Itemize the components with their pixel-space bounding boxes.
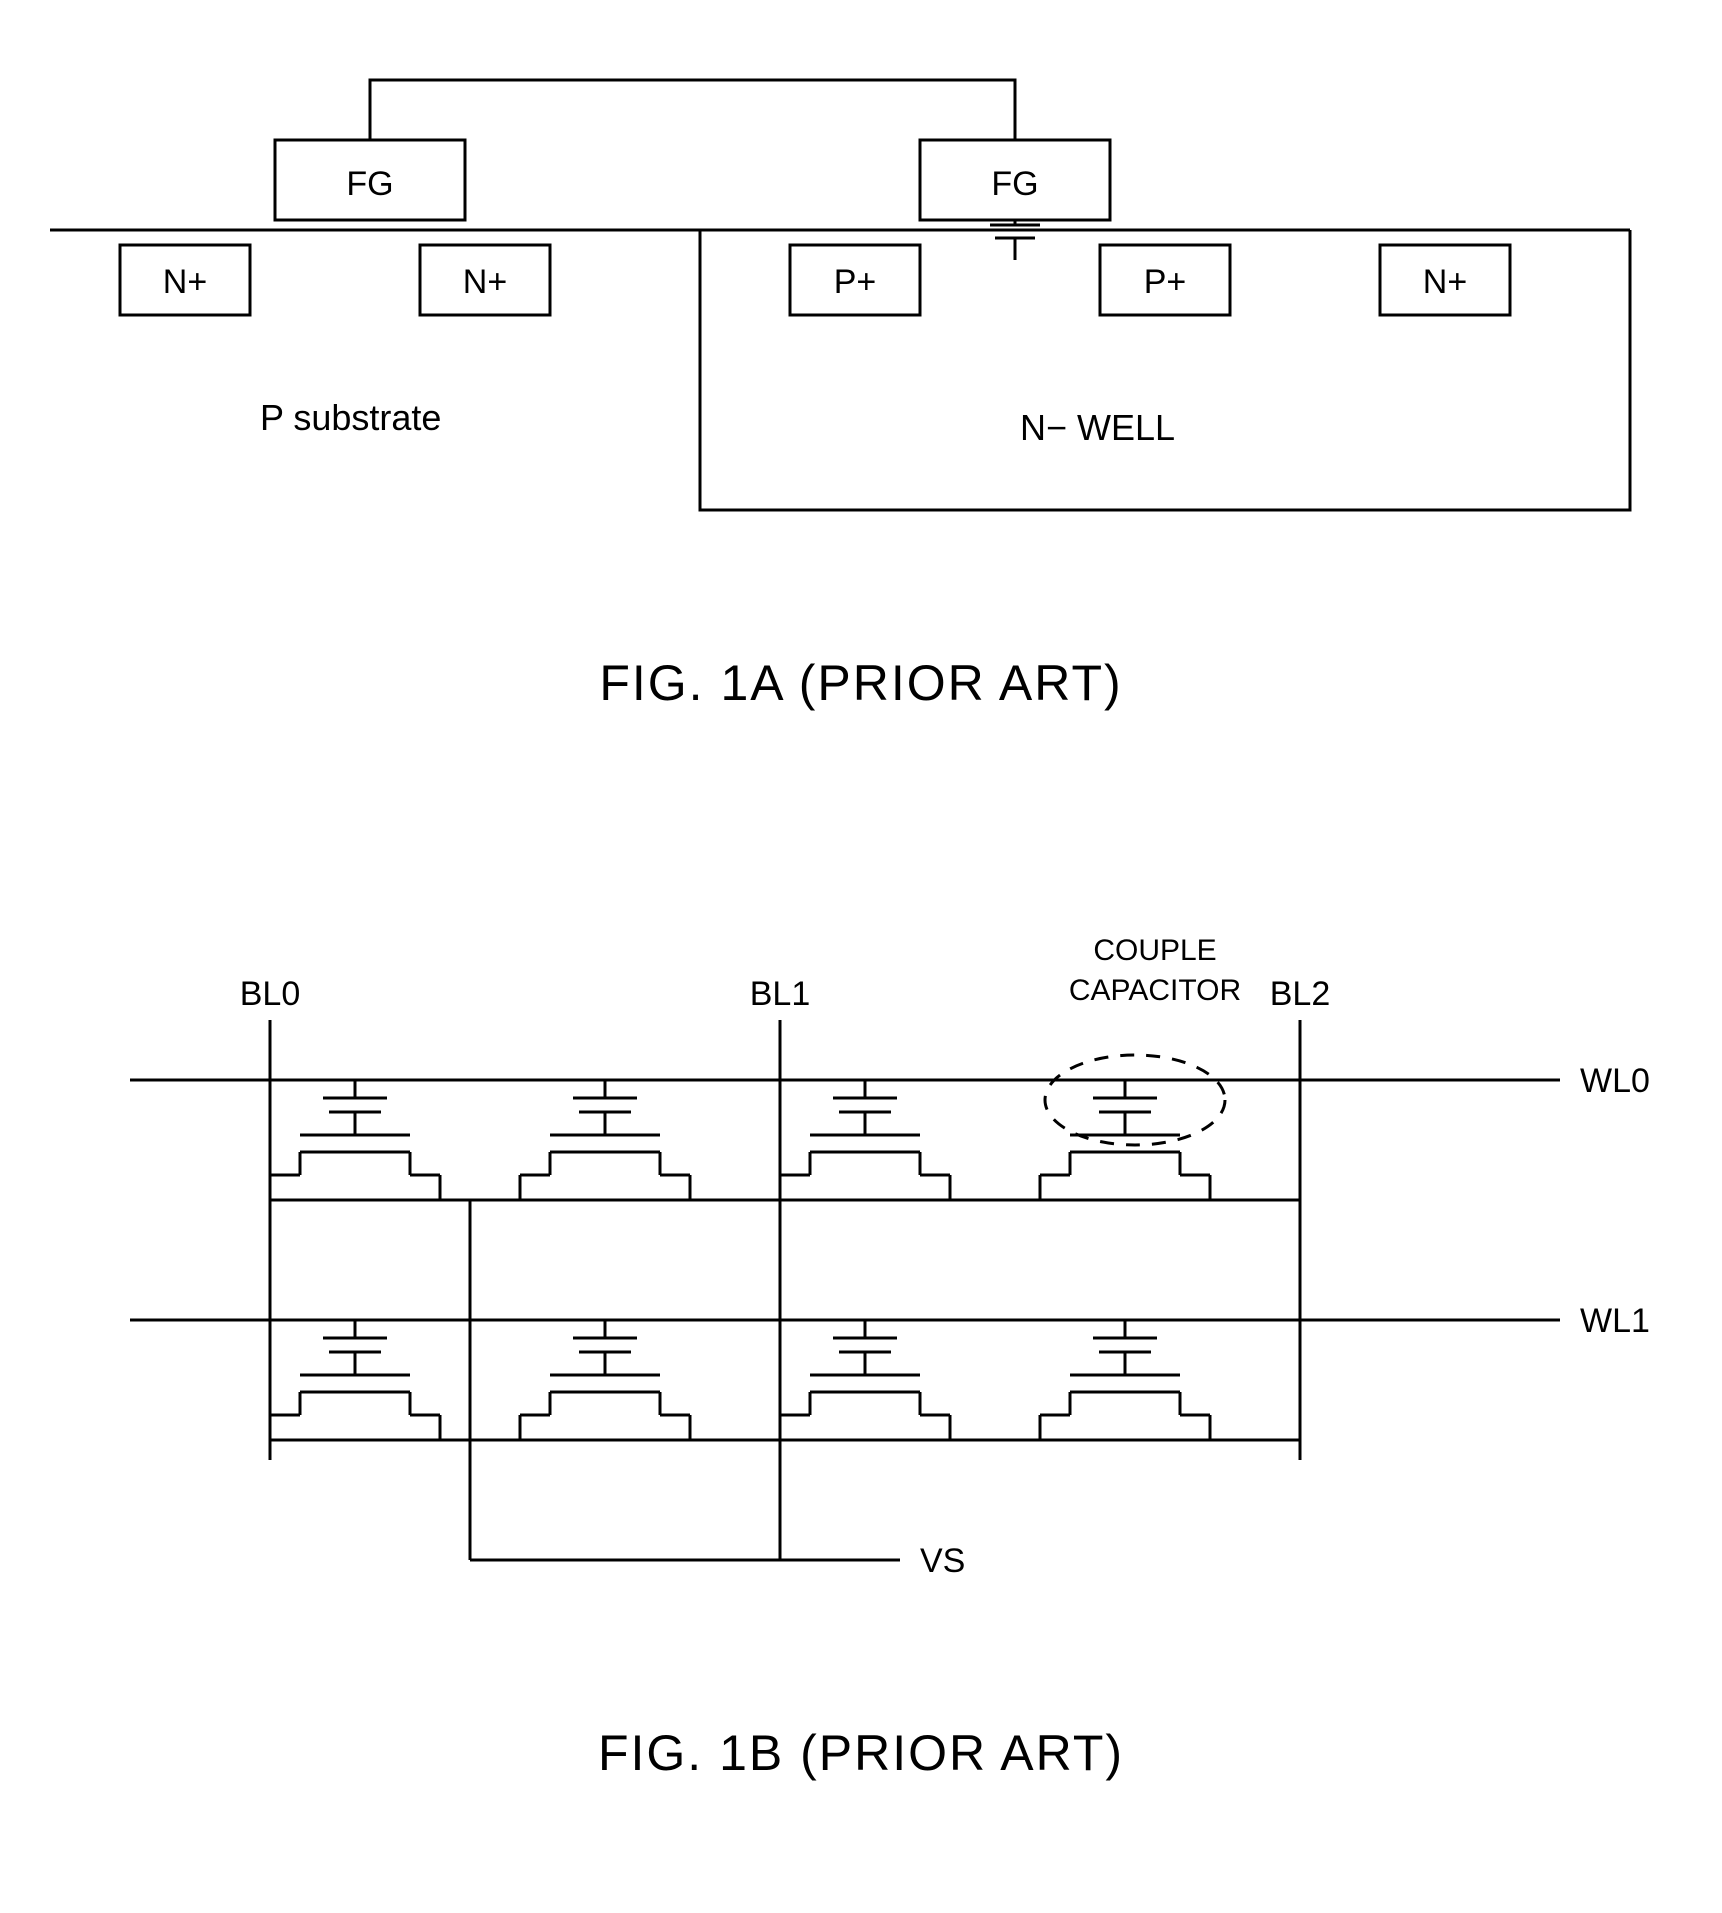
diffusion-label-1: N+ <box>463 263 507 301</box>
diffusion-label-3: P+ <box>1144 263 1187 301</box>
cell-r1-c1 <box>520 1320 690 1440</box>
fig1a-caption: FIG. 1A (PRIOR ART) <box>599 655 1122 711</box>
fig1a-group: FG FG N+ N+ P+ P+ N+ P substrate N− WELL… <box>50 80 1630 711</box>
couple-cap-callout-1: COUPLE <box>1093 934 1216 967</box>
diffusion-label-4: N+ <box>1423 263 1467 301</box>
nwell-label: N− WELL <box>1020 407 1175 448</box>
bl1-label: BL1 <box>750 975 811 1013</box>
cell-r1-c2 <box>780 1320 950 1440</box>
cell-r1-c3 <box>1040 1320 1210 1440</box>
wl0-label: WL0 <box>1580 1062 1650 1100</box>
diffusion-label-2: P+ <box>834 263 877 301</box>
cell-r0-c1 <box>520 1080 690 1200</box>
fg-capacitor-icon <box>990 220 1040 260</box>
cell-r0-c2 <box>780 1080 950 1200</box>
diffusion-label-0: N+ <box>163 263 207 301</box>
couple-cap-callout-2: CAPACITOR <box>1069 974 1241 1007</box>
fig1b-group: BL0 BL1 BL2 WL0 WL1 VS <box>130 934 1650 1781</box>
fig1b-caption: FIG. 1B (PRIOR ART) <box>598 1725 1124 1781</box>
diagram-root: FG FG N+ N+ P+ P+ N+ P substrate N− WELL… <box>0 0 1722 1908</box>
vs-label: VS <box>920 1542 965 1580</box>
fg-connect-wire <box>370 80 1015 140</box>
cell-r0-c3 <box>1040 1080 1210 1200</box>
bl0-label: BL0 <box>240 975 301 1013</box>
cell-r1-c0 <box>270 1320 440 1440</box>
couple-cap-callout-ellipse <box>1045 1055 1225 1145</box>
bl2-label: BL2 <box>1270 975 1331 1013</box>
p-substrate-label: P substrate <box>260 397 441 438</box>
fg-left-label: FG <box>346 165 393 203</box>
cell-r0-c0 <box>270 1080 440 1200</box>
fg-right-label: FG <box>991 165 1038 203</box>
wl1-label: WL1 <box>1580 1302 1650 1340</box>
